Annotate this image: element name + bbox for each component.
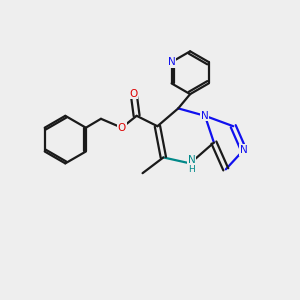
Text: O: O — [118, 123, 126, 133]
Text: N: N — [240, 145, 248, 155]
Text: H: H — [188, 165, 195, 174]
Text: N: N — [201, 111, 209, 121]
Text: N: N — [168, 57, 176, 67]
Text: N: N — [188, 155, 196, 165]
Text: O: O — [130, 88, 138, 98]
